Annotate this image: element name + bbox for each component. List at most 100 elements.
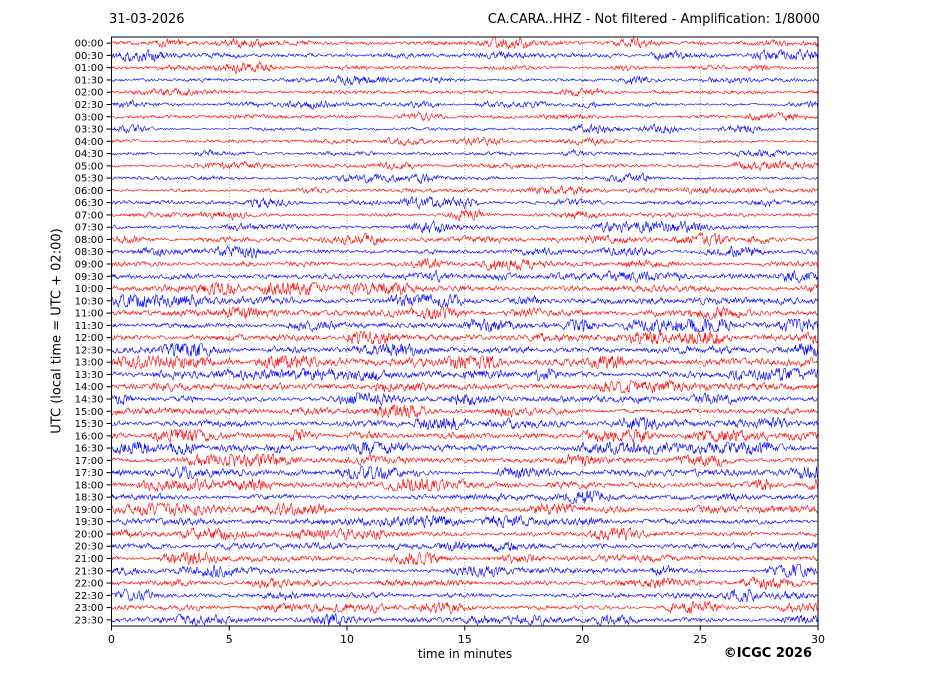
- y-tick-label: 03:30: [75, 125, 104, 136]
- trace-13:30: [111, 367, 818, 382]
- trace-19:00: [111, 502, 818, 517]
- copyright-label: ©ICGC 2026: [723, 646, 812, 661]
- y-tick-label: 02:00: [75, 88, 104, 99]
- y-tick-label: 16:00: [75, 431, 104, 442]
- y-tick-label: 21:30: [75, 566, 104, 577]
- y-tick-label: 06:00: [75, 186, 104, 197]
- y-tick-label: 22:00: [75, 579, 104, 590]
- y-tick-label: 20:00: [75, 529, 104, 540]
- x-tick-label: 25: [693, 633, 707, 646]
- trace-18:30: [111, 490, 818, 504]
- trace-00:00: [111, 36, 818, 50]
- y-tick-label: 19:30: [75, 517, 104, 528]
- x-tick-label: 5: [226, 633, 233, 646]
- y-tick-label: 11:30: [75, 321, 104, 332]
- y-tick-label: 03:00: [75, 112, 104, 123]
- y-tick-label: 06:30: [75, 198, 104, 209]
- trace-20:00: [111, 526, 818, 541]
- trace-09:00: [111, 257, 818, 271]
- trace-07:30: [111, 220, 818, 235]
- trace-17:00: [111, 453, 818, 468]
- trace-16:30: [111, 441, 818, 456]
- y-tick-label: 05:00: [75, 161, 104, 172]
- y-tick-label: 01:00: [75, 63, 104, 74]
- trace-14:30: [111, 391, 818, 406]
- trace-00:30: [111, 48, 818, 63]
- trace-03:00: [111, 111, 818, 122]
- trace-14:00: [111, 380, 818, 394]
- y-tick-label: 01:30: [75, 75, 104, 86]
- plot-border: [111, 36, 819, 627]
- y-tick-label: 07:30: [75, 223, 104, 234]
- y-tick-label: 15:30: [75, 419, 104, 430]
- y-tick-label: 20:30: [75, 542, 104, 553]
- trace-16:00: [111, 428, 818, 444]
- trace-18:00: [111, 478, 818, 493]
- y-tick-label: 13:30: [75, 370, 104, 381]
- x-tick-label: 10: [340, 633, 354, 646]
- y-tick-label: 23:00: [75, 603, 104, 614]
- trace-21:30: [111, 564, 818, 578]
- trace-08:00: [111, 232, 818, 246]
- y-tick-label: 00:00: [75, 39, 104, 50]
- y-tick-label: 05:30: [75, 174, 104, 185]
- y-tick-label: 21:00: [75, 554, 104, 565]
- trace-12:00: [111, 330, 818, 345]
- trace-04:00: [111, 136, 818, 147]
- y-tick-label: 14:30: [75, 394, 104, 405]
- x-tick-label: 15: [458, 633, 472, 646]
- trace-01:30: [111, 75, 818, 87]
- trace-19:30: [111, 514, 818, 529]
- y-tick-label: 17:00: [75, 456, 104, 467]
- y-tick-label: 08:00: [75, 235, 104, 246]
- x-tick-label: 0: [108, 633, 115, 646]
- trace-05:30: [111, 171, 818, 184]
- y-tick-label: 04:00: [75, 137, 104, 148]
- trace-10:30: [111, 293, 818, 308]
- trace-05:00: [111, 159, 818, 172]
- y-tick-label: 10:00: [75, 284, 104, 295]
- y-tick-label: 02:30: [75, 100, 104, 111]
- trace-21:00: [111, 551, 818, 566]
- trace-07:00: [111, 208, 818, 222]
- y-tick-label: 12:00: [75, 333, 104, 344]
- trace-10:00: [111, 282, 818, 296]
- y-tick-label: 07:00: [75, 210, 104, 221]
- trace-13:00: [111, 355, 818, 370]
- y-tick-label: 22:30: [75, 591, 104, 602]
- y-tick-label: 09:00: [75, 260, 104, 271]
- y-tick-label: 19:00: [75, 505, 104, 516]
- trace-15:00: [111, 404, 818, 419]
- y-tick-label: 10:30: [75, 296, 104, 307]
- y-tick-label: 11:00: [75, 309, 104, 320]
- y-tick-label: 23:30: [75, 615, 104, 626]
- trace-02:00: [111, 87, 818, 97]
- x-tick-label: 30: [811, 633, 825, 646]
- trace-20:30: [111, 540, 818, 553]
- trace-04:30: [111, 148, 818, 158]
- y-tick-label: 12:30: [75, 345, 104, 356]
- y-tick-label: 00:30: [75, 51, 104, 62]
- trace-01:00: [111, 61, 818, 74]
- y-tick-label: 13:00: [75, 358, 104, 369]
- trace-23:30: [111, 613, 818, 627]
- y-tick-label: 18:00: [75, 480, 104, 491]
- trace-09:30: [111, 269, 818, 283]
- x-tick-label: 20: [576, 633, 590, 646]
- y-axis-label: UTC (local time = UTC + 02:00): [49, 228, 65, 434]
- y-tick-label: 16:30: [75, 444, 104, 455]
- plot-title: CA.CARA..HHZ - Not filtered - Amplificat…: [487, 12, 820, 27]
- trace-11:30: [111, 318, 818, 333]
- trace-06:30: [111, 195, 818, 210]
- plot-date: 31-03-2026: [109, 12, 185, 27]
- y-tick-label: 04:30: [75, 149, 104, 160]
- trace-17:30: [111, 465, 818, 480]
- y-tick-label: 08:30: [75, 247, 104, 258]
- trace-15:30: [111, 416, 818, 431]
- y-tick-label: 15:00: [75, 407, 104, 418]
- y-tick-label: 09:30: [75, 272, 104, 283]
- trace-12:30: [111, 342, 818, 357]
- trace-06:00: [111, 184, 818, 196]
